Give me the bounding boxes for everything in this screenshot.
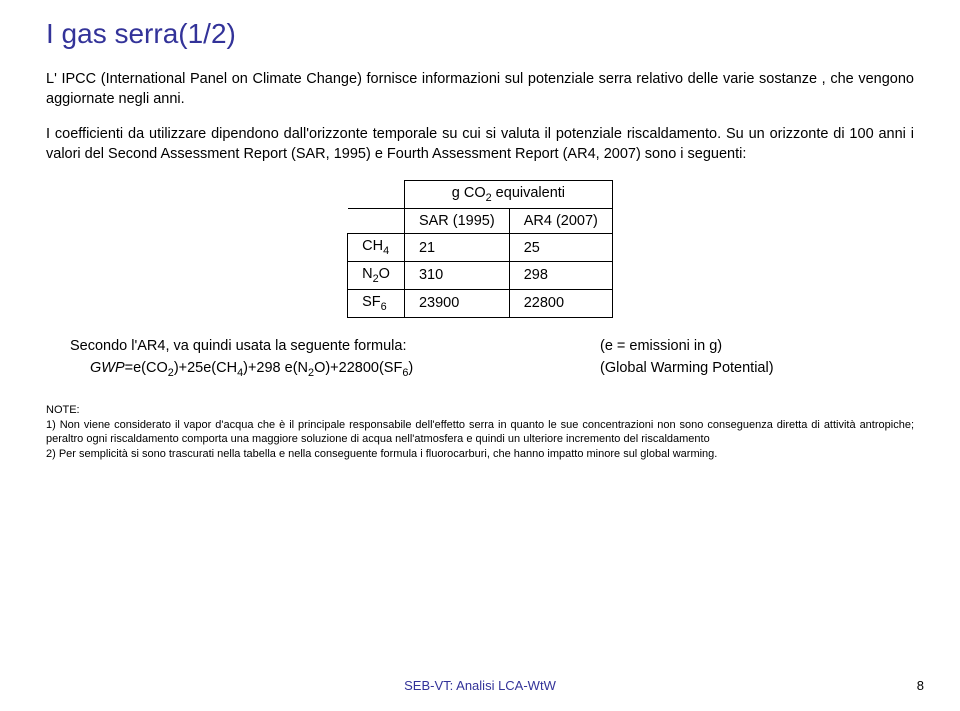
formula-line1-left: Secondo l'AR4, va quindi usata la seguen… xyxy=(70,336,600,358)
formula-line2-left: GWP=e(CO2)+25e(CH4)+298 e(N2O)+22800(SF6… xyxy=(70,358,600,381)
table-header-span: g CO2 equivalenti xyxy=(404,181,612,209)
paragraph-2: I coefficienti da utilizzare dipendono d… xyxy=(46,125,914,164)
notes-block: NOTE: 1) Non viene considerato il vapor … xyxy=(46,403,914,462)
paragraph-1: L' IPCC (International Panel on Climate … xyxy=(46,70,914,109)
table-row: N2O 310 298 xyxy=(348,262,613,290)
formula-line1-right: (e = emissioni in g) xyxy=(600,336,722,358)
note-2: 2) Per semplicità si sono trascurati nel… xyxy=(46,447,914,462)
table-col-1: SAR (1995) xyxy=(404,209,509,234)
footer-text: SEB-VT: Analisi LCA-WtW xyxy=(404,678,556,693)
table-row: CH4 21 25 xyxy=(348,234,613,262)
table-col-2: AR4 (2007) xyxy=(509,209,612,234)
formula-block: Secondo l'AR4, va quindi usata la seguen… xyxy=(70,336,914,381)
page-title: I gas serra(1/2) xyxy=(46,18,914,50)
page-number: 8 xyxy=(917,678,924,693)
gwp-table: g CO2 equivalenti SAR (1995) AR4 (2007) … xyxy=(347,180,613,318)
notes-head: NOTE: xyxy=(46,403,914,418)
formula-line2-right: (Global Warming Potential) xyxy=(600,358,774,381)
table-row: SF6 23900 22800 xyxy=(348,289,613,317)
note-1: 1) Non viene considerato il vapor d'acqu… xyxy=(46,418,914,448)
